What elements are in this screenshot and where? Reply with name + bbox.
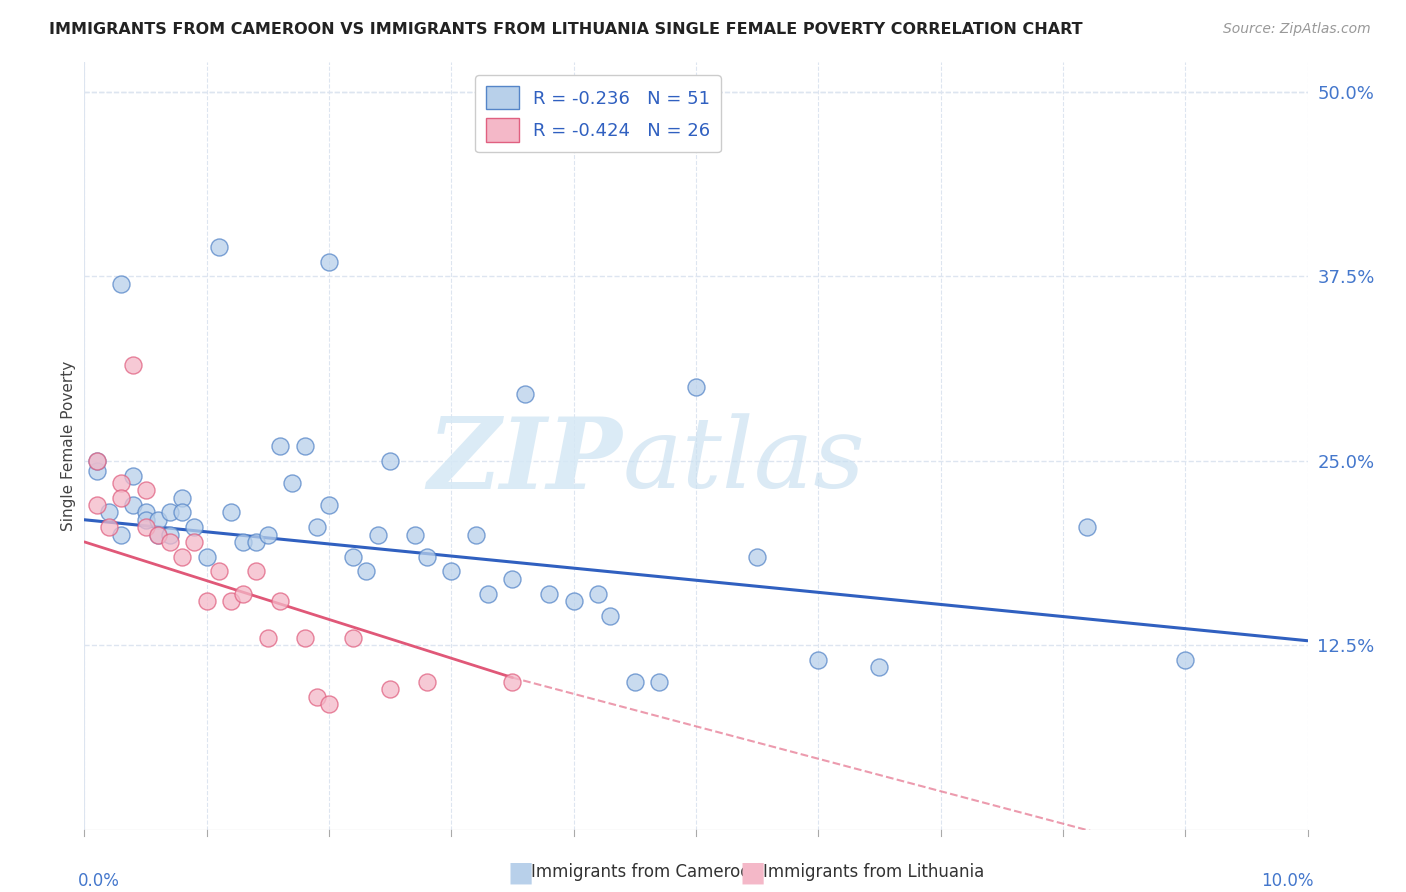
Point — [294, 439, 316, 453]
Point — [318, 254, 340, 268]
Point — [146, 513, 169, 527]
Point — [110, 475, 132, 490]
Point — [305, 520, 328, 534]
Point — [86, 498, 108, 512]
Point — [380, 682, 402, 697]
Point — [135, 505, 157, 519]
Point — [97, 505, 120, 519]
Point — [354, 565, 377, 579]
Point — [269, 439, 291, 453]
Point — [342, 631, 364, 645]
Point — [342, 549, 364, 564]
Text: ZIP: ZIP — [427, 413, 623, 509]
Point — [146, 527, 169, 541]
Point — [747, 549, 769, 564]
Point — [1076, 520, 1098, 534]
Point — [538, 586, 561, 600]
Point — [416, 675, 439, 690]
Point — [416, 549, 439, 564]
Text: IMMIGRANTS FROM CAMEROON VS IMMIGRANTS FROM LITHUANIA SINGLE FEMALE POVERTY CORR: IMMIGRANTS FROM CAMEROON VS IMMIGRANTS F… — [49, 22, 1083, 37]
Point — [440, 565, 463, 579]
Point — [110, 527, 132, 541]
Point — [586, 586, 609, 600]
Point — [245, 535, 267, 549]
Point — [367, 527, 389, 541]
Point — [294, 631, 316, 645]
Point — [122, 498, 145, 512]
Point — [599, 608, 621, 623]
Legend: R = -0.236   N = 51, R = -0.424   N = 26: R = -0.236 N = 51, R = -0.424 N = 26 — [475, 75, 721, 153]
Point — [172, 549, 194, 564]
Point — [477, 586, 499, 600]
Point — [86, 464, 108, 478]
Point — [281, 475, 304, 490]
Point — [685, 380, 707, 394]
Point — [807, 653, 830, 667]
Point — [502, 572, 524, 586]
Point — [183, 520, 205, 534]
Point — [110, 277, 132, 291]
Text: Source: ZipAtlas.com: Source: ZipAtlas.com — [1223, 22, 1371, 37]
Text: Immigrants from Lithuania: Immigrants from Lithuania — [763, 863, 984, 881]
Point — [86, 454, 108, 468]
Point — [513, 387, 536, 401]
Text: ■: ■ — [740, 858, 765, 887]
Point — [122, 358, 145, 372]
Point — [404, 527, 426, 541]
Point — [122, 468, 145, 483]
Point — [172, 491, 194, 505]
Point — [245, 565, 267, 579]
Point — [219, 594, 242, 608]
Point — [648, 675, 671, 690]
Point — [110, 491, 132, 505]
Text: Immigrants from Cameroon: Immigrants from Cameroon — [531, 863, 761, 881]
Point — [318, 697, 340, 711]
Point — [135, 513, 157, 527]
Text: 10.0%: 10.0% — [1261, 871, 1313, 889]
Point — [318, 498, 340, 512]
Point — [208, 565, 231, 579]
Point — [869, 660, 891, 674]
Point — [257, 527, 280, 541]
Text: 0.0%: 0.0% — [79, 871, 120, 889]
Point — [502, 675, 524, 690]
Point — [159, 527, 181, 541]
Point — [305, 690, 328, 704]
Point — [208, 240, 231, 254]
Point — [159, 505, 181, 519]
Point — [624, 675, 647, 690]
Point — [562, 594, 585, 608]
Point — [464, 527, 486, 541]
Point — [86, 454, 108, 468]
Point — [183, 535, 205, 549]
Text: ■: ■ — [508, 858, 533, 887]
Text: atlas: atlas — [623, 414, 865, 509]
Point — [146, 527, 169, 541]
Point — [257, 631, 280, 645]
Y-axis label: Single Female Poverty: Single Female Poverty — [60, 361, 76, 531]
Point — [195, 594, 218, 608]
Point — [232, 586, 254, 600]
Point — [1174, 653, 1197, 667]
Point — [380, 454, 402, 468]
Point — [232, 535, 254, 549]
Point — [97, 520, 120, 534]
Point — [269, 594, 291, 608]
Point — [135, 483, 157, 498]
Point — [172, 505, 194, 519]
Point — [159, 535, 181, 549]
Point — [135, 520, 157, 534]
Point — [219, 505, 242, 519]
Point — [195, 549, 218, 564]
